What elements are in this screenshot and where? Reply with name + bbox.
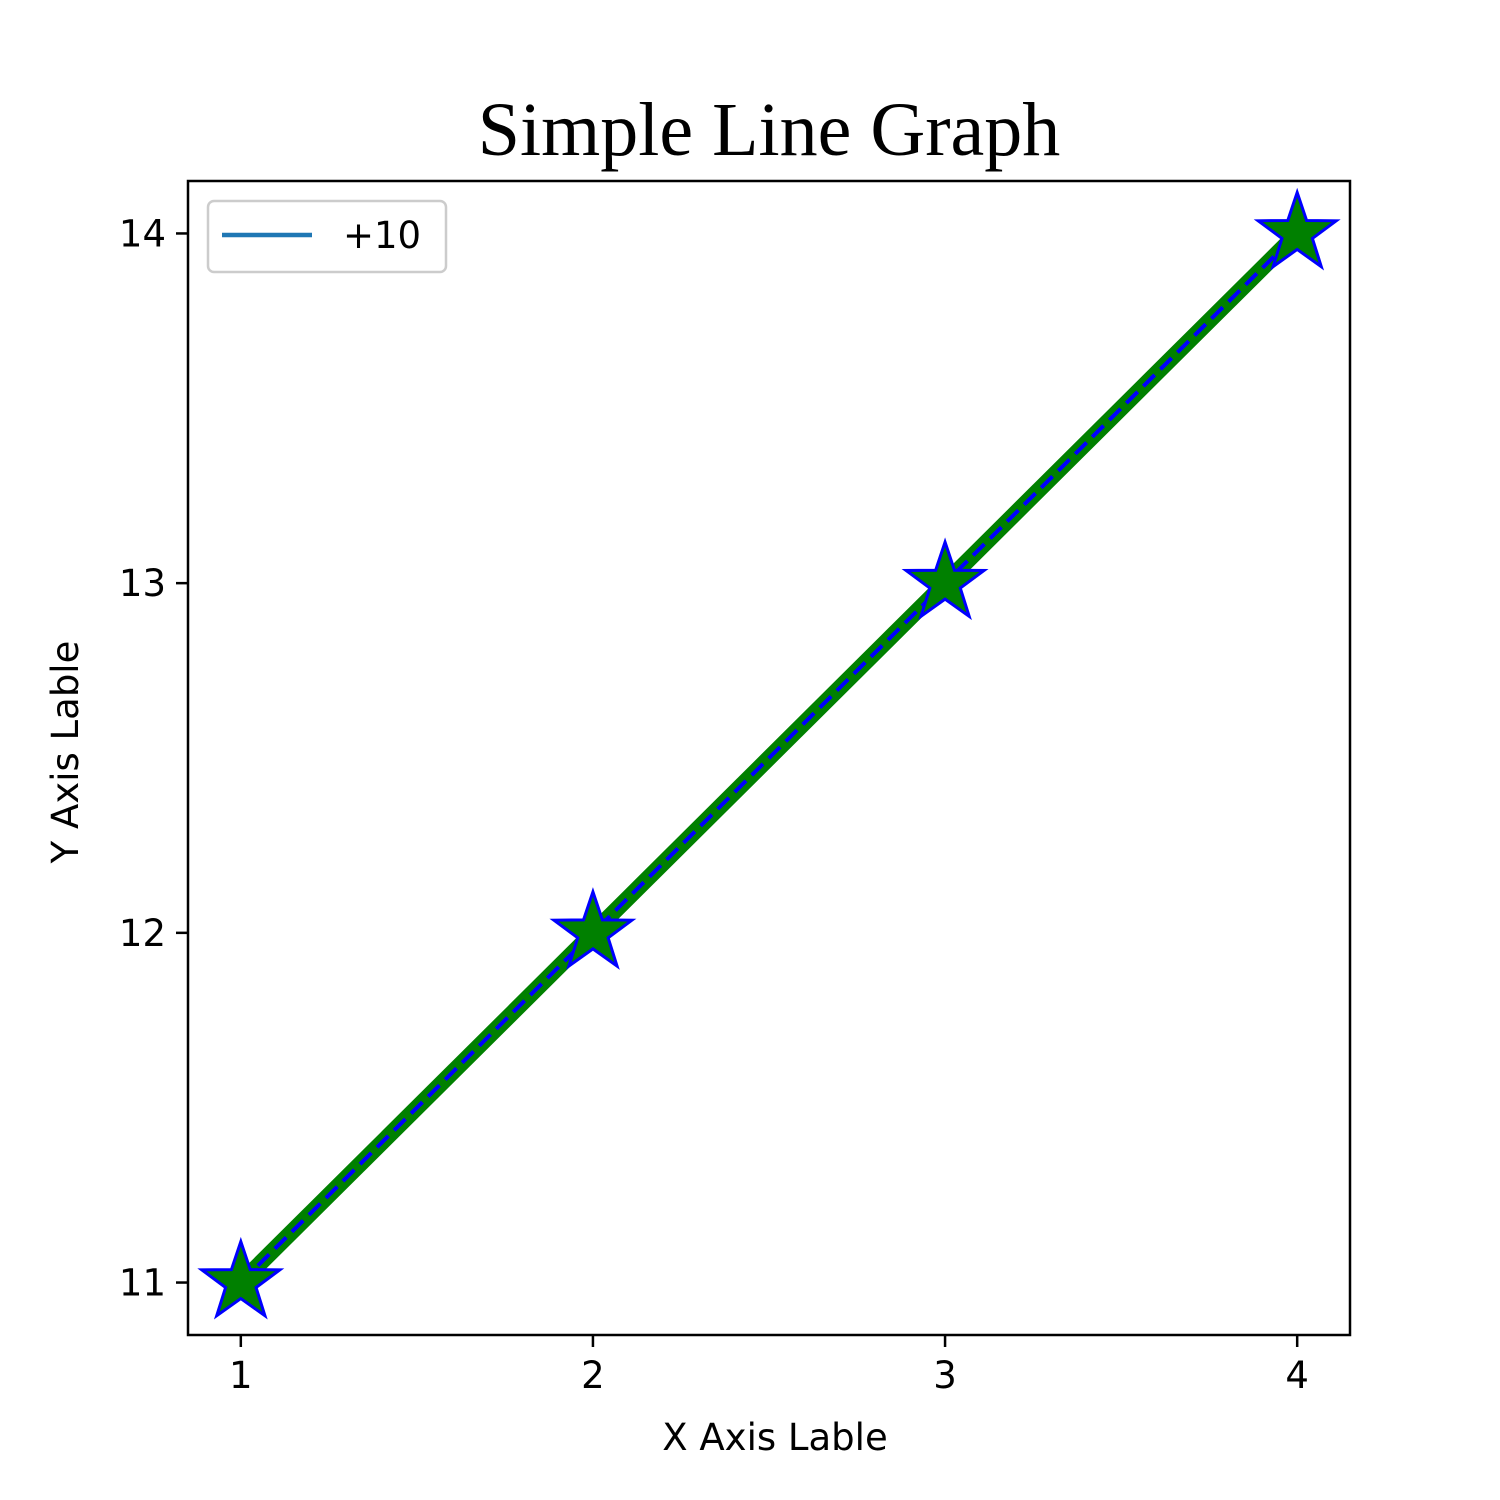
x-axis-label: X Axis Lable (662, 1416, 887, 1459)
legend-box (206, 199, 448, 274)
chart-title: Simple Line Graph (478, 88, 1061, 172)
data-point-marker (197, 1236, 285, 1320)
x-tick-label: 1 (229, 1354, 253, 1397)
y-axis-ticks: 11 12 13 14 (119, 212, 188, 1305)
series-dashed-line (239, 232, 1299, 1284)
plot-frame (186, 179, 1352, 1337)
data-point-marker (549, 887, 637, 970)
x-axis-ticks: 1 2 3 4 (229, 1335, 1309, 1397)
y-axis-label: Y Axis Lable (44, 641, 87, 865)
x-tick-label: 2 (581, 1354, 605, 1397)
data-point-marker (901, 537, 989, 621)
x-tick-label: 3 (933, 1354, 957, 1397)
legend: +10 (206, 199, 448, 274)
y-tick-label: 12 (119, 912, 166, 955)
y-tick-label: 11 (119, 1262, 166, 1305)
plot-area (197, 187, 1341, 1320)
y-tick-label: 13 (119, 562, 166, 605)
data-point-marker (1253, 187, 1341, 271)
x-tick-label: 4 (1285, 1354, 1309, 1397)
legend-entry-label: +10 (343, 214, 421, 257)
y-tick-label: 14 (119, 212, 166, 255)
